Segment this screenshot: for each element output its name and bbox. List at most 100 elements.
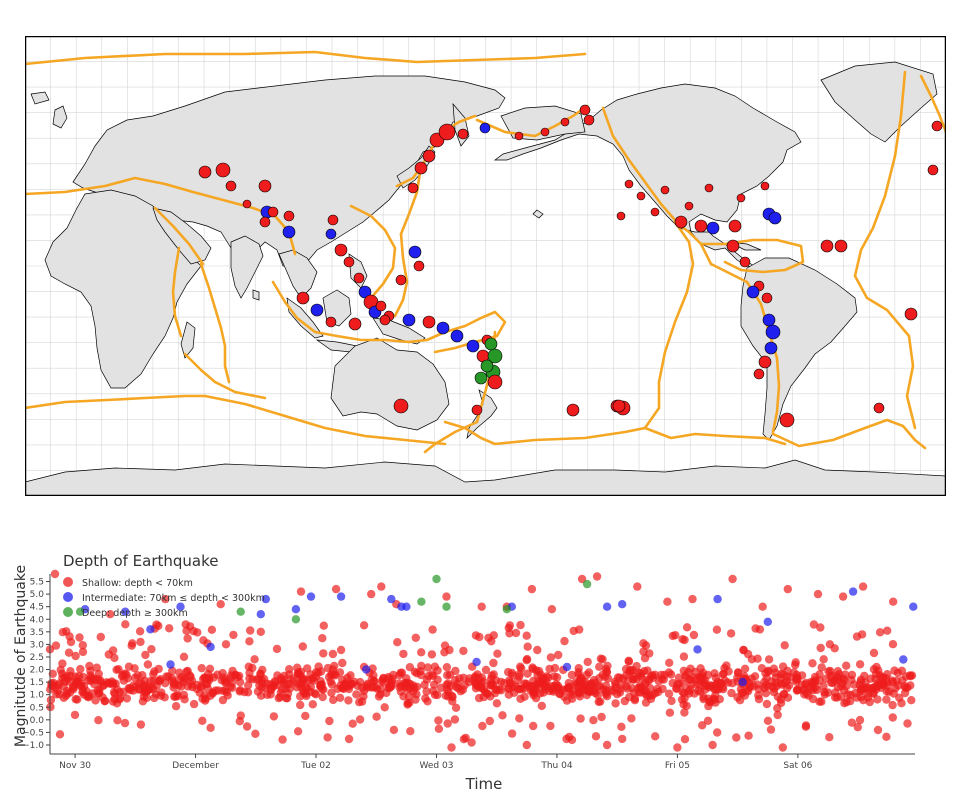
shallow-point[interactable] (447, 691, 457, 701)
shallow-point[interactable] (374, 692, 384, 701)
shallow-point[interactable] (597, 712, 606, 722)
shallow-point[interactable] (778, 662, 788, 671)
shallow-point[interactable] (404, 692, 414, 701)
deep-point[interactable] (417, 597, 426, 606)
shallow-point[interactable] (863, 683, 872, 692)
shallow-point[interactable] (253, 687, 263, 696)
intermediate-point[interactable] (256, 610, 265, 619)
intermediate-point[interactable] (472, 657, 481, 667)
shallow-point[interactable] (591, 732, 601, 741)
shallow-point[interactable] (564, 678, 573, 688)
shallow-point[interactable] (450, 715, 460, 724)
shallow-point[interactable] (840, 699, 849, 708)
shallow-point[interactable] (447, 743, 456, 752)
intermediate-point[interactable] (763, 617, 772, 626)
shallow-point[interactable] (533, 645, 542, 655)
shallow-point[interactable] (671, 631, 680, 640)
shallow-point[interactable] (785, 681, 794, 690)
intermediate-point[interactable] (562, 662, 572, 672)
shallow-point[interactable] (618, 734, 627, 744)
shallow-point[interactable] (555, 689, 564, 698)
shallow-point[interactable] (475, 632, 484, 642)
intermediate-point[interactable] (362, 665, 371, 674)
legend-label-deep[interactable]: Deep: depth ≥ 300km (82, 608, 188, 619)
map-canvas[interactable] (23, 35, 948, 497)
shallow-point[interactable] (679, 666, 688, 675)
shallow-point[interactable] (235, 687, 244, 696)
intermediate-point[interactable] (261, 594, 270, 604)
shallow-point[interactable] (507, 668, 517, 678)
shallow-point[interactable] (688, 594, 697, 604)
shallow-point[interactable] (701, 685, 710, 694)
shallow-point[interactable] (122, 694, 132, 703)
shallow-point[interactable] (875, 628, 885, 637)
shallow-point[interactable] (583, 657, 592, 667)
shallow-point[interactable] (319, 649, 328, 658)
shallow-point[interactable] (298, 642, 307, 651)
shallow-point[interactable] (674, 673, 684, 682)
shallow-point[interactable] (882, 695, 891, 704)
shallow-point[interactable] (601, 688, 611, 697)
shallow-point[interactable] (474, 680, 483, 689)
shallow-point[interactable] (801, 721, 811, 730)
shallow-point[interactable] (75, 633, 84, 642)
shallow-point[interactable] (484, 633, 493, 642)
shallow-point[interactable] (106, 610, 115, 619)
shallow-point[interactable] (847, 670, 857, 680)
deep-point[interactable] (582, 579, 592, 589)
shallow-point[interactable] (872, 682, 881, 691)
shallow-point[interactable] (516, 620, 525, 630)
shallow-point[interactable] (617, 680, 626, 689)
shallow-point[interactable] (293, 663, 302, 672)
shallow-point[interactable] (522, 631, 531, 640)
shallow-point[interactable] (301, 711, 310, 721)
shallow-point[interactable] (367, 589, 376, 599)
shallow-point[interactable] (682, 623, 692, 632)
shallow-point[interactable] (496, 686, 506, 695)
shallow-point[interactable] (372, 712, 381, 721)
shallow-point[interactable] (624, 656, 633, 665)
shallow-point[interactable] (855, 715, 865, 725)
shallow-point[interactable] (245, 674, 254, 683)
shallow-point[interactable] (677, 695, 687, 704)
shallow-point[interactable] (263, 690, 272, 699)
intermediate-point[interactable] (291, 605, 301, 614)
intermediate-point[interactable] (206, 642, 215, 652)
shallow-point[interactable] (373, 684, 382, 693)
intermediate-point[interactable] (121, 607, 130, 616)
shallow-point[interactable] (179, 677, 188, 687)
shallow-point[interactable] (330, 670, 339, 679)
shallow-point[interactable] (296, 700, 305, 710)
shallow-point[interactable] (611, 699, 620, 708)
shallow-point[interactable] (665, 708, 675, 717)
shallow-point[interactable] (84, 693, 93, 702)
shallow-point[interactable] (76, 664, 85, 674)
shallow-point[interactable] (186, 672, 195, 681)
shallow-point[interactable] (242, 722, 252, 731)
shallow-point[interactable] (344, 696, 353, 705)
shallow-point[interactable] (865, 697, 874, 707)
scatter-points[interactable] (45, 569, 918, 752)
intermediate-point[interactable] (146, 625, 155, 634)
shallow-point[interactable] (764, 655, 774, 664)
shallow-point[interactable] (133, 671, 142, 680)
shallow-point[interactable] (329, 695, 338, 705)
depth-scatter-chart[interactable]: Depth of Earthquake Time Magnitutde of E… (0, 540, 960, 800)
shallow-point[interactable] (617, 722, 626, 731)
shallow-point[interactable] (901, 683, 910, 693)
shallow-point[interactable] (546, 721, 555, 731)
shallow-point[interactable] (440, 648, 449, 657)
shallow-point[interactable] (389, 670, 398, 680)
shallow-point[interactable] (511, 628, 521, 638)
shallow-point[interactable] (773, 710, 782, 720)
shallow-point[interactable] (817, 663, 826, 672)
shallow-point[interactable] (108, 697, 118, 706)
shallow-point[interactable] (231, 670, 240, 680)
shallow-point[interactable] (528, 664, 538, 674)
shallow-point[interactable] (406, 727, 415, 736)
shallow-point[interactable] (830, 644, 839, 653)
shallow-point[interactable] (141, 650, 150, 660)
shallow-point[interactable] (199, 636, 208, 645)
shallow-point[interactable] (712, 625, 722, 634)
shallow-point[interactable] (197, 664, 206, 673)
